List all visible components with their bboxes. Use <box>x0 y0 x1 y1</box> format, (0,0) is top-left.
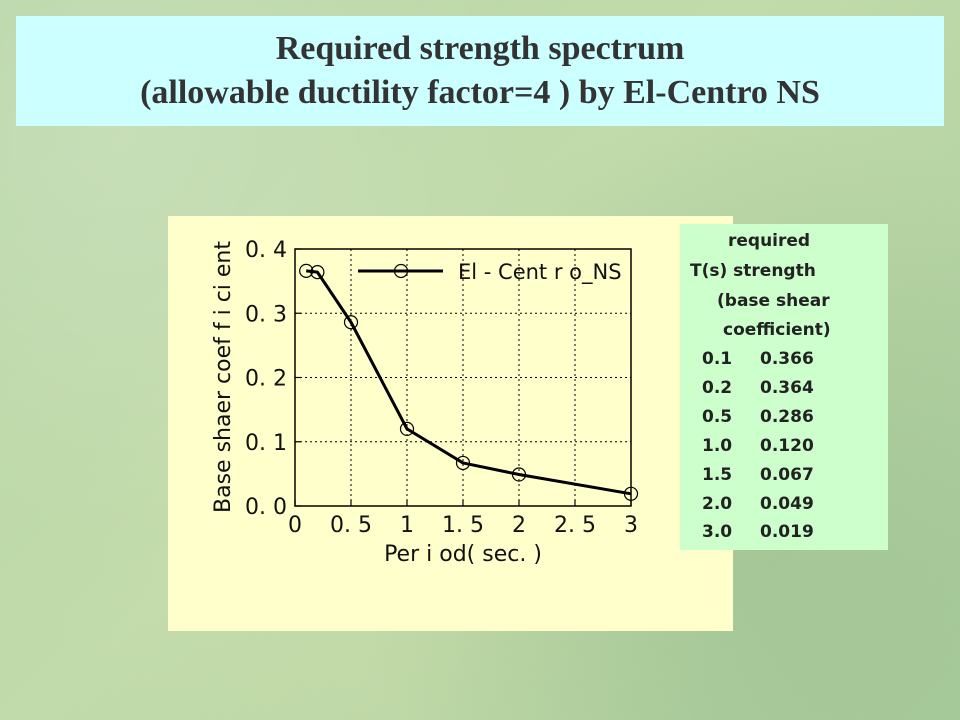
table-header-ts-strength: T(s) strength <box>690 261 816 281</box>
table-cell-period: 1.5 <box>702 465 733 485</box>
title-line-2: (allowable ductility factor=4 ) by El-Ce… <box>140 74 820 111</box>
series-layer <box>299 263 639 501</box>
table-cell-period: 0.1 <box>702 349 733 369</box>
title-banner: Required strength spectrum (allowable du… <box>16 16 944 126</box>
y-tick-label: 0. 1 <box>245 431 287 456</box>
data-point <box>310 265 325 280</box>
y-tick-label: 0. 4 <box>245 238 287 263</box>
x-tick-label: 2 <box>512 513 526 538</box>
table-cell-value: 0.286 <box>760 407 814 427</box>
data-point <box>343 315 359 330</box>
series-line <box>306 269 632 496</box>
grid-layer <box>295 249 631 506</box>
x-tick-label: 0 <box>288 513 302 538</box>
table-cell-period: 0.2 <box>702 378 733 398</box>
data-table: required T(s) strength (base shear coeff… <box>680 224 888 550</box>
chart-panel: 0 0. 5 1 1. 5 2 2. 5 3 0. 0 0. 1 0. 2 0. 3 0. 4 El … <box>168 216 733 631</box>
spectrum-chart: 0 0. 5 1 1. 5 2 2. 5 3 0. 0 0. 1 0. 2 0. 3 0. 4 El … <box>211 238 639 567</box>
legend-label: El - Cent r o_NS <box>458 260 622 285</box>
data-point <box>623 486 639 501</box>
table-header-required: required <box>728 231 811 251</box>
table-header-base-shear: (base shear <box>717 291 830 311</box>
table-cell-value: 0.120 <box>760 436 814 456</box>
y-axis-label: Base shaer coef f i ci ent <box>211 241 236 513</box>
table-cell-period: 3.0 <box>702 522 733 542</box>
x-tick-label: 1. 5 <box>442 513 484 538</box>
legend: El - Cent r o_NS <box>358 260 622 285</box>
table-cell-value: 0.364 <box>760 378 814 398</box>
table-cell-value: 0.067 <box>760 465 814 485</box>
x-axis-label: Per i od( sec. ) <box>384 542 542 567</box>
data-point <box>299 263 314 278</box>
data-point <box>399 421 415 436</box>
table-cell-period: 2.0 <box>702 494 733 514</box>
y-tick-label: 0. 2 <box>245 367 287 392</box>
legend-marker <box>393 263 409 279</box>
table-cell-value: 0.049 <box>760 494 814 514</box>
table-cell-period: 0.5 <box>702 407 733 427</box>
y-tick-label: 0. 0 <box>245 495 287 520</box>
data-point <box>455 455 471 471</box>
table-cell-value: 0.019 <box>760 522 814 542</box>
y-tick-label: 0. 3 <box>245 302 287 327</box>
title-line-1: Required strength spectrum <box>275 30 685 67</box>
x-tick-label: 3 <box>624 513 638 538</box>
data-point <box>511 467 527 482</box>
table-header-coefficient: coefficient) <box>723 320 831 340</box>
tick-layer: 0 0. 5 1 1. 5 2 2. 5 3 0. 0 0. 1 0. 2 0. 3 0. 4 <box>245 238 638 538</box>
x-tick-label: 1 <box>400 513 414 538</box>
x-tick-label: 0. 5 <box>330 513 372 538</box>
x-tick-label: 2. 5 <box>554 513 596 538</box>
table-cell-value: 0.366 <box>760 349 814 369</box>
table-cell-period: 1.0 <box>702 436 733 456</box>
